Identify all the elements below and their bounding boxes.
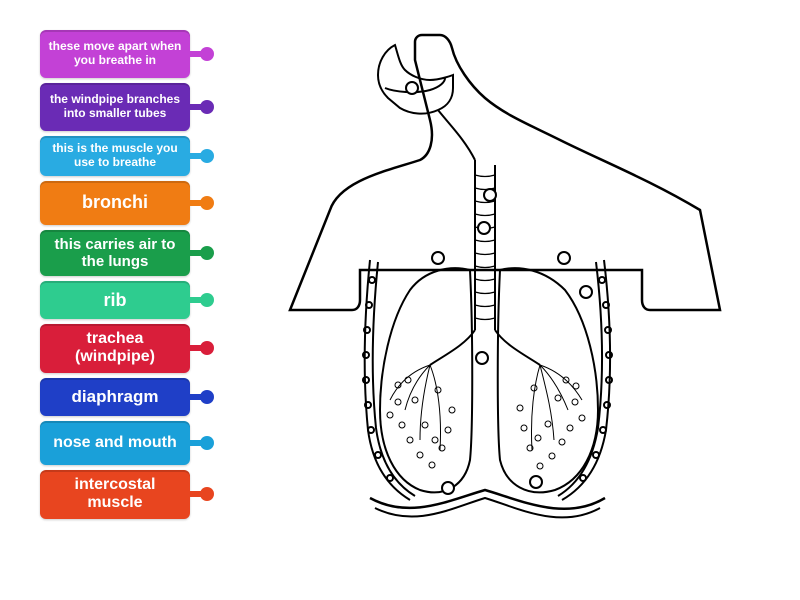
labels-column: these move apart when you breathe in the …	[40, 30, 190, 519]
connector-icon	[190, 340, 214, 356]
label-text: bronchi	[82, 192, 148, 213]
connector-icon	[190, 148, 214, 164]
label-text: the windpipe branches into smaller tubes	[48, 93, 182, 121]
label-text: these move apart when you breathe in	[48, 40, 182, 68]
label-trachea-desc[interactable]: this carries air to the lungs	[40, 230, 190, 277]
connector-icon	[190, 195, 214, 211]
label-ribs-desc[interactable]: these move apart when you breathe in	[40, 30, 190, 78]
connector-icon	[190, 486, 214, 502]
pharynx	[438, 110, 475, 160]
label-text: trachea (windpipe)	[48, 330, 182, 367]
hotspot-hs-diaphragm-r[interactable]	[530, 476, 542, 488]
bronchioles-left	[387, 365, 455, 468]
label-text: intercostal muscle	[48, 476, 182, 513]
hotspot-hs-bronchi[interactable]	[476, 352, 488, 364]
lung-right	[498, 268, 598, 492]
bronchus-left	[430, 330, 475, 365]
hotspot-hs-rib-left[interactable]	[432, 252, 444, 264]
hotspot-hs-rib-right[interactable]	[558, 252, 570, 264]
connector-icon	[190, 435, 214, 451]
connector-icon	[190, 245, 214, 261]
label-diaphragm-desc[interactable]: this is the muscle you use to breathe	[40, 136, 190, 176]
label-bronchi[interactable]: bronchi	[40, 181, 190, 225]
label-rib[interactable]: rib	[40, 281, 190, 319]
label-trachea[interactable]: trachea (windpipe)	[40, 324, 190, 373]
label-diaphragm[interactable]: diaphragm	[40, 378, 190, 416]
hotspot-hs-diaphragm-l[interactable]	[442, 482, 454, 494]
hotspot-hs-trachea-up[interactable]	[484, 189, 496, 201]
hotspot-hs-trachea-low[interactable]	[478, 222, 490, 234]
bronchus-right	[495, 330, 540, 365]
respiratory-diagram	[270, 30, 750, 570]
label-bronchi-desc[interactable]: the windpipe branches into smaller tubes	[40, 83, 190, 131]
label-text: nose and mouth	[53, 434, 177, 452]
connector-icon	[190, 389, 214, 405]
label-text: this is the muscle you use to breathe	[48, 142, 182, 170]
label-nose-mouth[interactable]: nose and mouth	[40, 421, 190, 465]
hotspot-hs-inter-right[interactable]	[580, 286, 592, 298]
label-intercostal[interactable]: intercostal muscle	[40, 470, 190, 519]
hotspot-hs-mouth[interactable]	[406, 82, 418, 94]
label-text: this carries air to the lungs	[48, 236, 182, 271]
bronchioles-right	[517, 365, 585, 469]
label-text: diaphragm	[72, 387, 159, 407]
label-text: rib	[103, 290, 126, 311]
connector-icon	[190, 46, 214, 62]
connector-icon	[190, 99, 214, 115]
diagram-area	[270, 30, 750, 570]
connector-icon	[190, 292, 214, 308]
